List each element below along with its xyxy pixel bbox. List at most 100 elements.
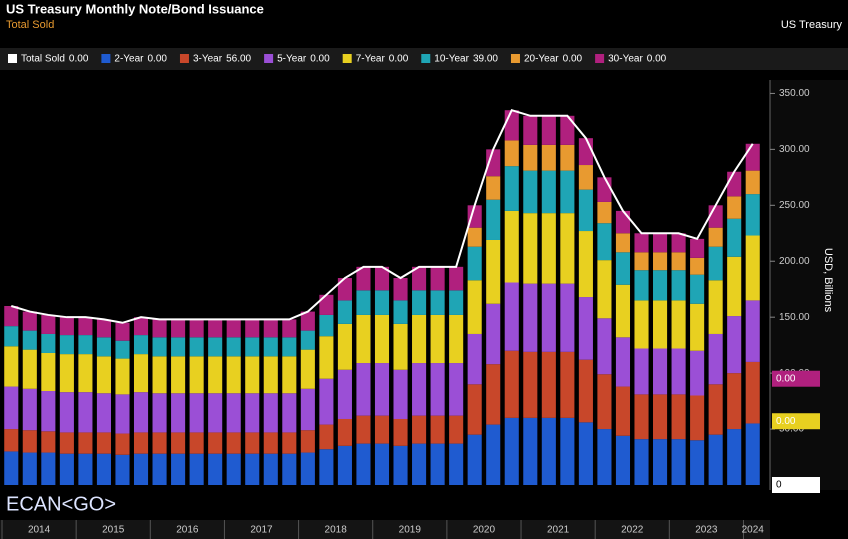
y-tick-label: 300.00 <box>779 144 810 155</box>
bar-segment <box>96 432 111 454</box>
bar-segment <box>4 429 19 452</box>
bar-segment <box>300 330 315 350</box>
bar-segment <box>523 417 538 485</box>
bar-segment <box>263 432 278 454</box>
y-tick-label: 150.00 <box>779 312 810 323</box>
bar-segment <box>523 115 538 145</box>
y-axis-label: USD, Billions <box>822 248 834 313</box>
bar-segment <box>634 300 649 349</box>
bar-segment <box>560 115 575 145</box>
bar-segment <box>171 432 186 454</box>
bar-segment <box>133 354 149 393</box>
bar-segment <box>486 424 501 485</box>
legend-value: 0.00 <box>563 54 583 65</box>
legend-swatch <box>510 54 520 63</box>
bar-segment <box>615 337 631 387</box>
bar-segment <box>708 384 723 435</box>
bar-segment <box>171 356 186 394</box>
bar-segment <box>486 176 501 200</box>
bar-segment <box>263 453 278 485</box>
bar-segment <box>523 170 538 214</box>
bar-segment <box>41 352 56 392</box>
bar-segment <box>189 319 204 338</box>
bar-segment <box>578 231 593 298</box>
bar-segment <box>59 317 74 336</box>
bar-segment <box>115 358 130 395</box>
bar-segment <box>374 266 390 291</box>
bar-segment <box>189 432 204 454</box>
bar-segment <box>41 452 56 485</box>
bar-segment <box>467 227 482 247</box>
bar-segment <box>282 453 297 485</box>
legend-value: 39.00 <box>473 54 498 65</box>
legend-swatch <box>342 54 352 63</box>
bar-segment <box>708 434 723 485</box>
x-tick-label: 2022 <box>621 525 644 536</box>
bar-segment <box>245 432 260 454</box>
bar-segment <box>708 333 723 385</box>
bar-segment <box>412 443 427 485</box>
bar-segment <box>653 300 668 349</box>
bar-segment <box>504 350 519 418</box>
legend-label: 3-Year <box>193 54 223 65</box>
legend-value: 0.00 <box>310 54 330 65</box>
bar-segment <box>374 314 390 364</box>
bar-segment <box>727 316 742 374</box>
bar-segment <box>486 149 501 177</box>
bar-segment <box>560 170 575 214</box>
bar-segment <box>59 453 74 485</box>
bar-segment <box>245 356 260 394</box>
bar-segment <box>337 418 352 446</box>
axis-marker-label: 0.00 <box>776 373 796 384</box>
bar-segment <box>634 233 649 253</box>
x-tick-label: 2024 <box>742 525 765 536</box>
bar-segment <box>523 283 538 352</box>
bar-segment <box>152 319 167 338</box>
bar-segment <box>245 393 260 433</box>
bar-segment <box>615 386 631 436</box>
bar-segment <box>41 431 56 453</box>
legend-swatch <box>179 54 189 63</box>
bar-segment <box>634 439 649 485</box>
bar-segment <box>356 415 371 444</box>
bar-segment <box>356 266 371 291</box>
bar-segment <box>578 189 593 232</box>
bar-segment <box>96 356 111 394</box>
bar-segment <box>78 335 93 355</box>
bar-segment <box>208 356 223 394</box>
bar-segment <box>615 252 631 285</box>
bar-segment <box>597 177 612 202</box>
bar-segment <box>523 213 538 284</box>
bar-segment <box>615 210 631 234</box>
bar-segment <box>282 356 297 394</box>
legend-label: 7-Year <box>356 54 386 65</box>
bar-segment <box>300 388 315 431</box>
bar-segment <box>504 417 519 485</box>
bar-segment <box>523 144 538 171</box>
bar-segment <box>263 356 278 394</box>
axis-marker <box>772 370 820 387</box>
bar-segment <box>189 453 204 485</box>
bar-segment <box>430 415 445 444</box>
bar-segment <box>560 144 575 171</box>
bar-segment <box>467 246 482 281</box>
bar-segment <box>319 294 334 315</box>
bar-segment <box>578 138 593 166</box>
bar-segment <box>133 432 149 454</box>
bar-segment <box>393 323 408 370</box>
bar-segment <box>282 432 297 454</box>
bar-segment <box>78 354 93 393</box>
bar-segment <box>263 337 278 357</box>
bar-segment <box>745 300 760 362</box>
bar-segment <box>541 417 556 485</box>
y-tick-label: 200.00 <box>779 256 810 267</box>
bar-segment <box>412 363 427 416</box>
legend-value: 0.00 <box>148 54 168 65</box>
bar-segment <box>226 319 241 338</box>
legend-label: 10-Year <box>434 54 469 65</box>
bar-segment <box>727 196 742 219</box>
bar-segment <box>690 440 705 485</box>
bar-segment <box>226 356 241 394</box>
bar-segment <box>356 443 371 485</box>
bar-segment <box>745 170 760 195</box>
